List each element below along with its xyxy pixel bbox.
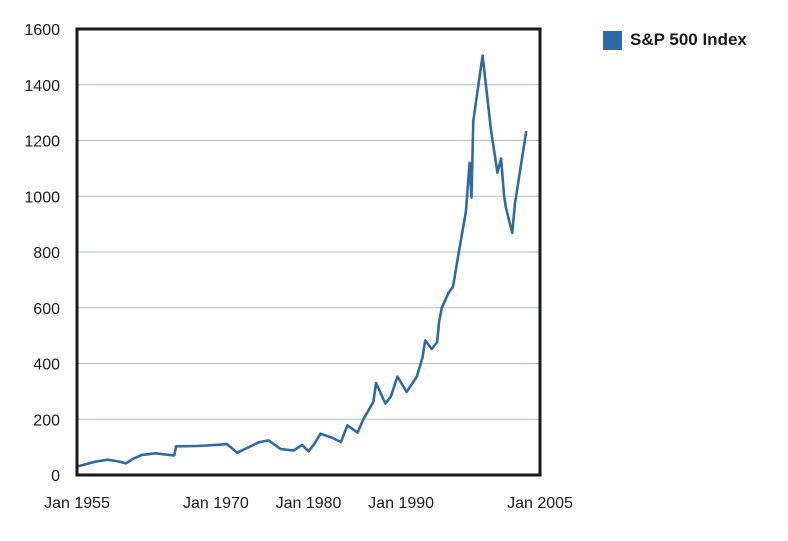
legend-label: S&P 500 Index (630, 30, 747, 49)
y-tick-label: 1000 (24, 189, 60, 206)
sp500-series-line (75, 54, 528, 468)
x-tick-label: Jan 1970 (183, 495, 249, 512)
y-tick-label: 400 (33, 357, 60, 374)
y-tick-label: 0 (51, 468, 60, 485)
y-axis-tick-labels: 0 200 400 600 800 1000 1200 1400 1600 (24, 22, 60, 485)
legend: S&P 500 Index (603, 30, 747, 50)
plot-area-frame (75, 27, 542, 477)
y-tick-label: 1200 (24, 134, 60, 151)
gridlines (77, 84, 540, 420)
x-tick-label: Jan 2005 (507, 495, 573, 512)
x-axis-tick-labels: Jan 1955 Jan 1970 Jan 1980 Jan 1990 Jan 2005 (44, 495, 573, 512)
y-tick-label: 1400 (24, 78, 60, 95)
x-tick-label: Jan 1955 (44, 495, 110, 512)
y-tick-label: 800 (33, 245, 60, 262)
x-tick-label: Jan 1990 (368, 495, 434, 512)
x-tick-label: Jan 1980 (276, 495, 342, 512)
y-tick-label: 600 (33, 301, 60, 318)
y-tick-label: 200 (33, 412, 60, 429)
y-tick-label: 1600 (24, 22, 60, 39)
legend-swatch (603, 30, 622, 50)
